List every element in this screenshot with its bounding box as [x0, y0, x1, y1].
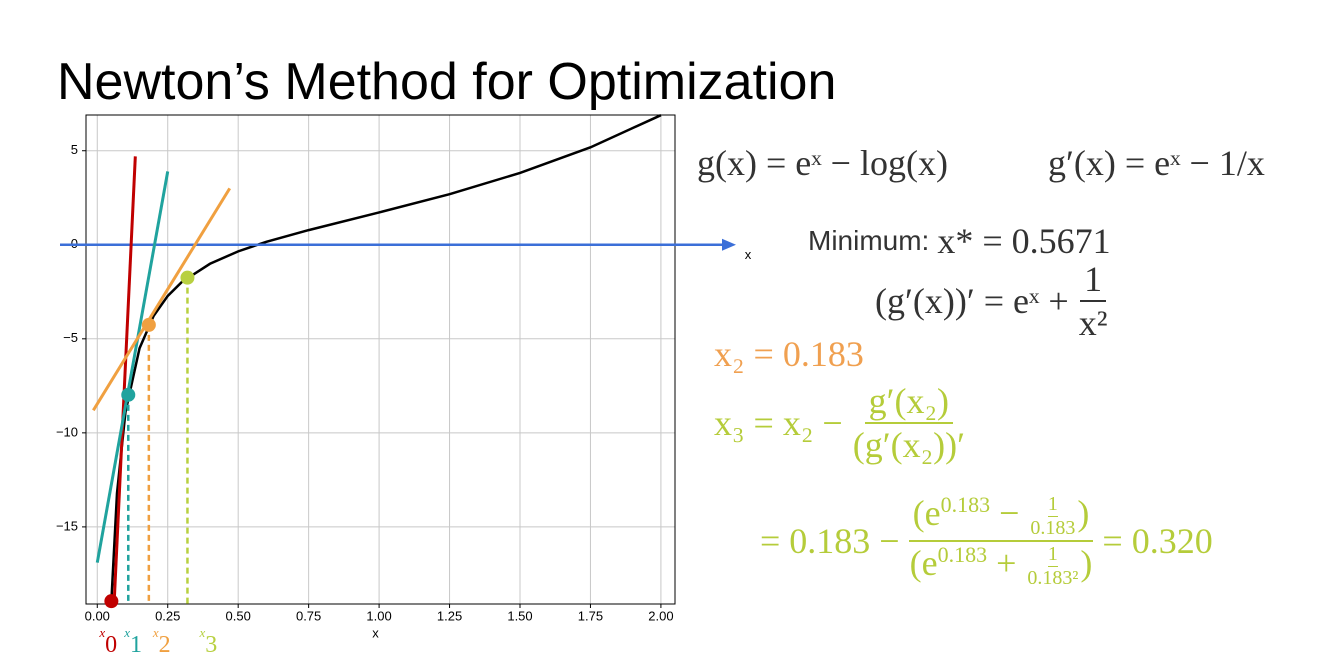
x-tick-label: 2.00 — [648, 608, 673, 623]
x-tick-label: 0.50 — [226, 608, 251, 623]
point-name: x — [152, 625, 159, 640]
x-tick-label: 1.75 — [578, 608, 603, 623]
tangent-line — [92, 187, 232, 412]
arrow-label: x — [745, 247, 752, 262]
equation: x* = 0.5671 — [937, 221, 1111, 261]
point-name: x — [98, 625, 105, 640]
equation: (g′(x))′ = eˣ + 1 x² — [875, 258, 1118, 344]
curve — [110, 114, 662, 602]
point — [180, 270, 195, 285]
equation: x₃ = x₂ − g′(x₂) (g′(x₂))′ — [714, 380, 975, 466]
equation: = 0.320 — [1102, 521, 1213, 562]
text: (e — [909, 543, 938, 584]
text: ) — [1077, 493, 1090, 533]
point-subscript: 1 — [130, 632, 142, 658]
denominator: (g′(x₂))′ — [852, 425, 965, 465]
x-axis-label: x — [372, 625, 379, 640]
text: 0.183 — [1030, 517, 1076, 540]
equation: x₂ = 0.183 — [714, 334, 864, 374]
equation: (g′(x))′ = eˣ + — [875, 281, 1069, 321]
point — [121, 387, 136, 402]
equation: x₃ = x₂ − — [714, 403, 843, 443]
point — [104, 594, 119, 609]
point-label: x1 — [123, 625, 142, 658]
point-label: x0 — [98, 625, 117, 658]
numerator: 1 — [1080, 258, 1107, 302]
x-tick-label: 1.25 — [437, 608, 462, 623]
point-subscript: 0 — [105, 632, 117, 658]
text: − — [990, 493, 1029, 533]
text: 0.183 — [937, 542, 988, 568]
x-tick-label: 0.25 — [155, 608, 180, 623]
tangent-line — [112, 156, 137, 603]
equation: = 0.183 − — [760, 521, 900, 562]
numerator: g′(x₂) — [864, 380, 954, 424]
label: Minimum: — [808, 225, 930, 256]
text: + — [987, 543, 1026, 584]
equation: Minimum: x* = 0.5671 — [808, 220, 1111, 262]
point-label: x2 — [152, 625, 171, 658]
x-tick-label: 1.00 — [366, 608, 391, 623]
x-tick-label: 0.75 — [296, 608, 321, 623]
text: 0.183 — [940, 492, 991, 517]
equation: g(x) = eˣ − log(x) — [697, 143, 948, 183]
point-subscript: 3 — [205, 632, 217, 658]
numerator: (e0.183 − 1 0.183) — [908, 492, 1094, 543]
point-subscript: 2 — [159, 632, 171, 658]
text: 0.183² — [1027, 567, 1079, 590]
y-tick-label: −5 — [63, 330, 78, 345]
denominator: (e0.183 + 1 0.183²) — [906, 542, 1097, 590]
y-tick-label: −15 — [56, 518, 78, 533]
denominator: x² — [1078, 303, 1108, 343]
x-tick-label: 1.50 — [507, 608, 532, 623]
point-label: x3 — [198, 625, 217, 658]
equation: g′(x) = eˣ − 1/x — [1048, 143, 1265, 183]
x-tick-label: 0.00 — [85, 608, 110, 623]
y-tick-label: −10 — [56, 424, 78, 439]
text: ) — [1080, 543, 1093, 584]
arrow-head — [722, 238, 736, 251]
point-name: x — [123, 625, 130, 640]
plot-frame — [85, 114, 676, 605]
y-tick-label: 5 — [71, 142, 78, 157]
point — [141, 317, 156, 332]
slide-title: Newton’s Method for Optimization — [57, 53, 837, 111]
text: (e — [912, 493, 941, 533]
point-name: x — [198, 625, 205, 640]
text: 1 — [1047, 493, 1058, 518]
text: 1 — [1047, 543, 1058, 568]
tangent-line — [95, 171, 170, 563]
